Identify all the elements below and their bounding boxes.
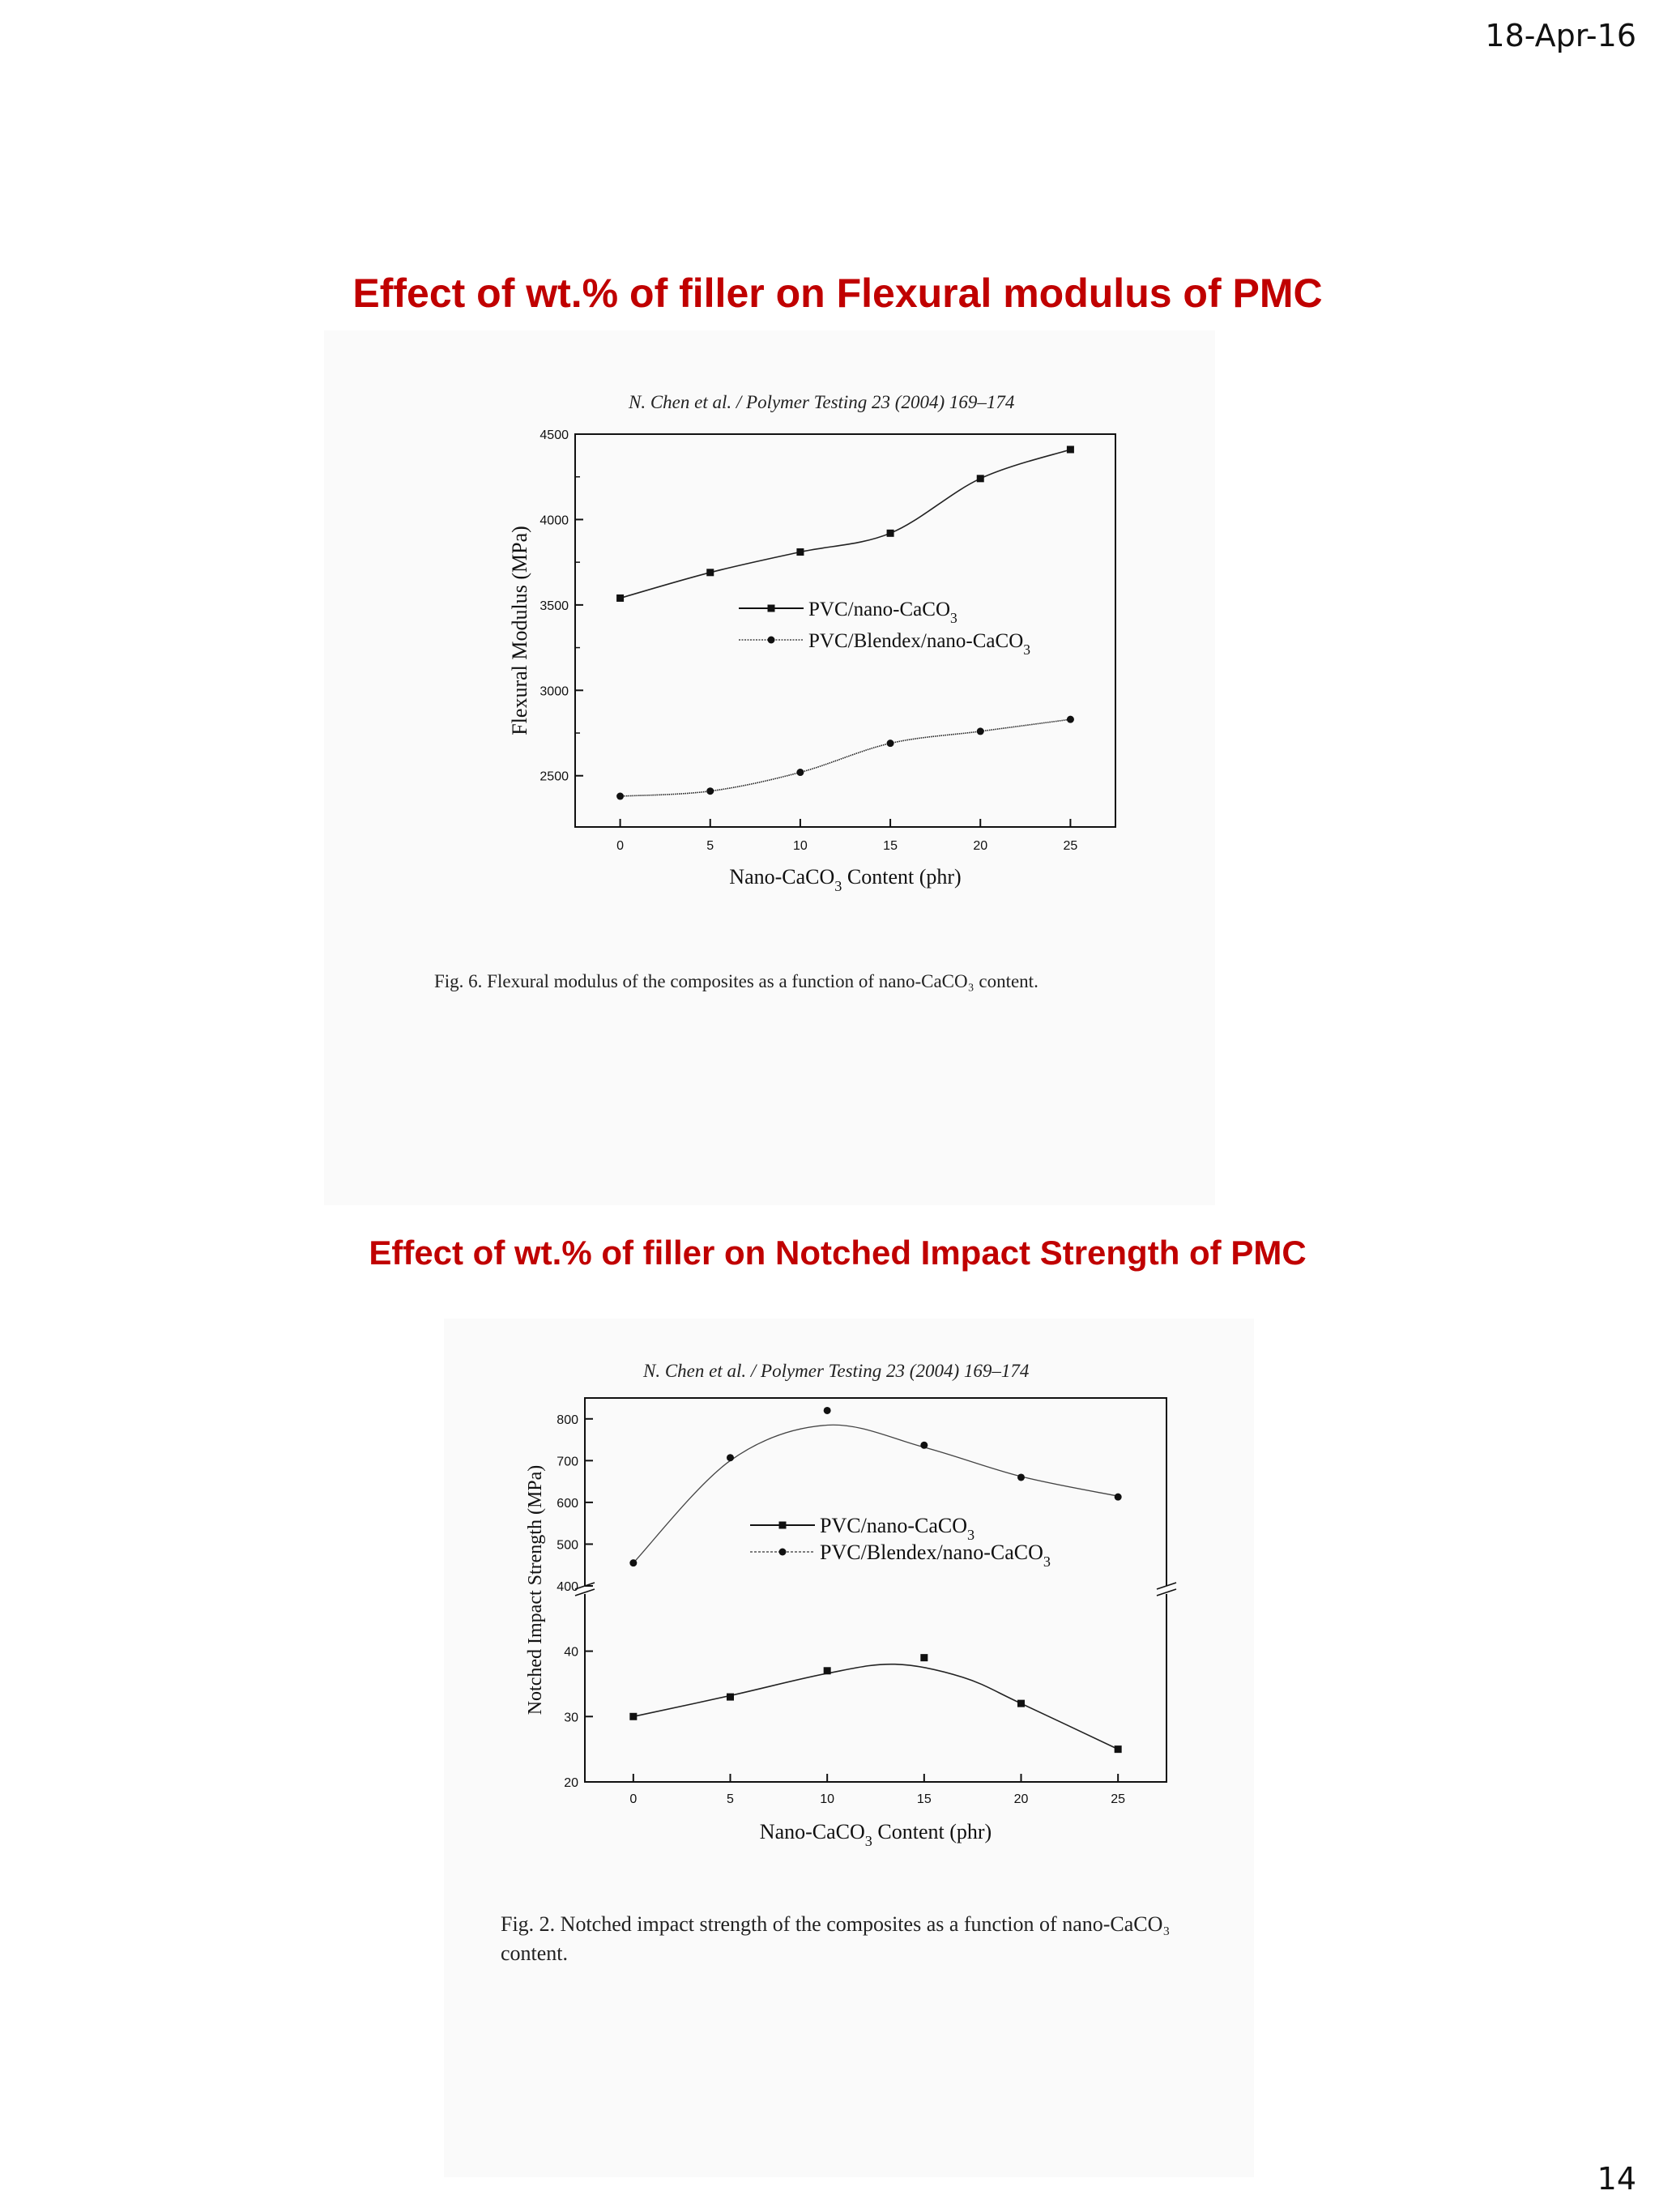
series-line-1 [620, 449, 1071, 599]
y-tick-label: 700 [557, 1455, 578, 1468]
data-point-series-1 [1066, 445, 1074, 454]
figure-flexural-modulus: N. Chen et al. / Polymer Testing 23 (200… [324, 330, 1215, 1205]
x-tick-label: 15 [917, 1792, 932, 1806]
data-point-series-2 [1066, 715, 1074, 723]
data-point-series-1 [976, 475, 984, 483]
figure-caption: Fig. 6. Flexural modulus of the composit… [434, 971, 1038, 991]
figure-caption: Fig. 2. Notched impact strength of the c… [501, 1912, 1171, 1965]
data-point-series-2 [823, 1406, 831, 1414]
page-number: 14 [1597, 2161, 1636, 2197]
heading-impact-strength: Effect of wt.% of filler on Notched Impa… [369, 1234, 1307, 1272]
y-axis-label: Flexural Modulus (MPa) [508, 526, 531, 735]
legend-label-1: PVC/nano-CaCO3 [808, 599, 957, 626]
data-point-series-2 [727, 1454, 734, 1462]
y-tick-label: 600 [557, 1497, 578, 1511]
y-tick-label: 500 [557, 1538, 578, 1552]
data-point-series-1 [727, 1693, 734, 1701]
data-point-series-2 [920, 1441, 928, 1449]
legend-label-2: PVC/Blendex/nano-CaCO3 [820, 1541, 1051, 1570]
y-axis-label: Notched Impact Strength (MPa) [525, 1465, 546, 1715]
data-point-series-1 [706, 569, 714, 577]
data-point-series-2 [886, 739, 894, 748]
legend-label-2: PVC/Blendex/nano-CaCO3 [808, 630, 1030, 658]
legend-marker-2 [767, 636, 775, 644]
series-line-1 [633, 1663, 1119, 1750]
flexural-modulus-chart: 2500 3000 3500 4000 4500 0 5 10 15 20 25 Nano-CaCO3… [508, 428, 1116, 894]
y-tick-label: 3000 [539, 684, 569, 698]
figure-citation: N. Chen et al. / Polymer Testing 23 (200… [643, 1361, 1030, 1381]
x-tick-label: 5 [706, 839, 714, 853]
x-tick-label: 0 [629, 1792, 637, 1806]
x-tick-label: 25 [1064, 839, 1078, 853]
figure-impact-strength: N. Chen et al. / Polymer Testing 23 (200… [444, 1319, 1254, 2177]
data-point-series-1 [886, 529, 894, 537]
y-tick-label: 20 [564, 1776, 578, 1790]
data-point-series-1 [823, 1667, 831, 1675]
series-line-2 [620, 718, 1071, 797]
data-point-series-1 [920, 1654, 928, 1662]
series-line-2 [633, 1424, 1119, 1564]
data-point-series-2 [616, 792, 625, 800]
x-tick-label: 25 [1111, 1792, 1125, 1806]
figure-citation: N. Chen et al. / Polymer Testing 23 (200… [629, 392, 1015, 412]
data-point-series-2 [976, 727, 984, 735]
y-tick-label: 2500 [539, 770, 569, 784]
data-point-series-1 [1017, 1699, 1025, 1707]
y-tick-label: 3500 [539, 599, 569, 613]
x-axis-label: Nano-CaCO3 Content (phr) [729, 865, 961, 894]
data-point-series-2 [1114, 1493, 1122, 1501]
slide-date: 18-Apr-16 [1485, 18, 1636, 53]
legend-marker-1 [767, 604, 775, 612]
x-tick-label: 10 [820, 1792, 834, 1806]
y-tick-label: 40 [564, 1646, 578, 1660]
x-tick-label: 0 [616, 839, 624, 853]
plot-frame [584, 1397, 1167, 1783]
legend-marker-2 [778, 1548, 787, 1556]
axis-break-gap [575, 1586, 595, 1594]
axis-break-mark [1156, 1582, 1177, 1590]
y-tick-label: 800 [557, 1413, 578, 1427]
legend-label-1: PVC/nano-CaCO3 [820, 1514, 975, 1543]
data-point-series-2 [1017, 1473, 1025, 1481]
x-tick-label: 20 [973, 839, 987, 853]
y-tick-label: 400 [557, 1580, 578, 1594]
data-point-series-1 [1114, 1745, 1122, 1754]
x-tick-label: 5 [727, 1792, 734, 1806]
x-tick-label: 15 [883, 839, 898, 853]
axis-break-mark [1156, 1588, 1177, 1596]
heading-flexural-modulus: Effect of wt.% of filler on Flexural mod… [352, 271, 1323, 316]
y-tick-label: 30 [564, 1711, 578, 1724]
data-point-series-1 [796, 548, 804, 556]
legend-marker-1 [778, 1521, 787, 1529]
axis-break-gap [1157, 1586, 1176, 1594]
data-point-series-1 [629, 1712, 638, 1720]
x-axis-label: Nano-CaCO3 Content (phr) [760, 1820, 992, 1849]
x-tick-label: 10 [793, 839, 808, 853]
data-point-series-2 [796, 769, 804, 777]
y-tick-label: 4500 [539, 428, 569, 442]
data-point-series-1 [616, 594, 625, 602]
data-point-series-2 [629, 1559, 638, 1567]
data-point-series-2 [706, 787, 714, 795]
y-tick-label: 4000 [539, 514, 569, 527]
axis-break-mark [574, 1588, 595, 1596]
x-tick-label: 20 [1014, 1792, 1029, 1806]
plot-frame [574, 433, 1116, 828]
